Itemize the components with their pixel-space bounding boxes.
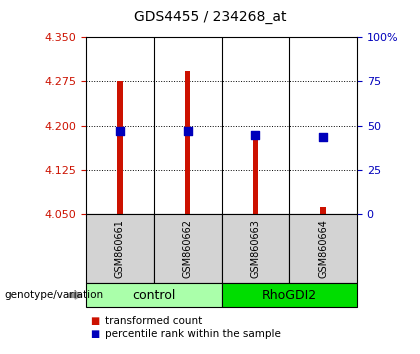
Text: GSM860662: GSM860662 bbox=[183, 219, 193, 278]
Text: percentile rank within the sample: percentile rank within the sample bbox=[105, 329, 281, 339]
Text: genotype/variation: genotype/variation bbox=[4, 290, 103, 300]
Text: transformed count: transformed count bbox=[105, 316, 202, 326]
Point bbox=[117, 128, 123, 134]
Bar bbox=[320, 207, 326, 214]
Text: GSM860661: GSM860661 bbox=[115, 219, 125, 278]
Bar bbox=[253, 135, 258, 214]
Point bbox=[252, 132, 259, 137]
Bar bbox=[117, 81, 123, 214]
Bar bbox=[185, 72, 190, 214]
Text: control: control bbox=[132, 289, 176, 302]
Point bbox=[320, 134, 326, 140]
Text: GSM860663: GSM860663 bbox=[250, 219, 260, 278]
Point bbox=[184, 128, 191, 134]
Text: ■: ■ bbox=[90, 316, 100, 326]
Text: GSM860664: GSM860664 bbox=[318, 219, 328, 278]
Text: GDS4455 / 234268_at: GDS4455 / 234268_at bbox=[134, 10, 286, 24]
Text: RhoGDI2: RhoGDI2 bbox=[262, 289, 317, 302]
Text: ■: ■ bbox=[90, 329, 100, 339]
